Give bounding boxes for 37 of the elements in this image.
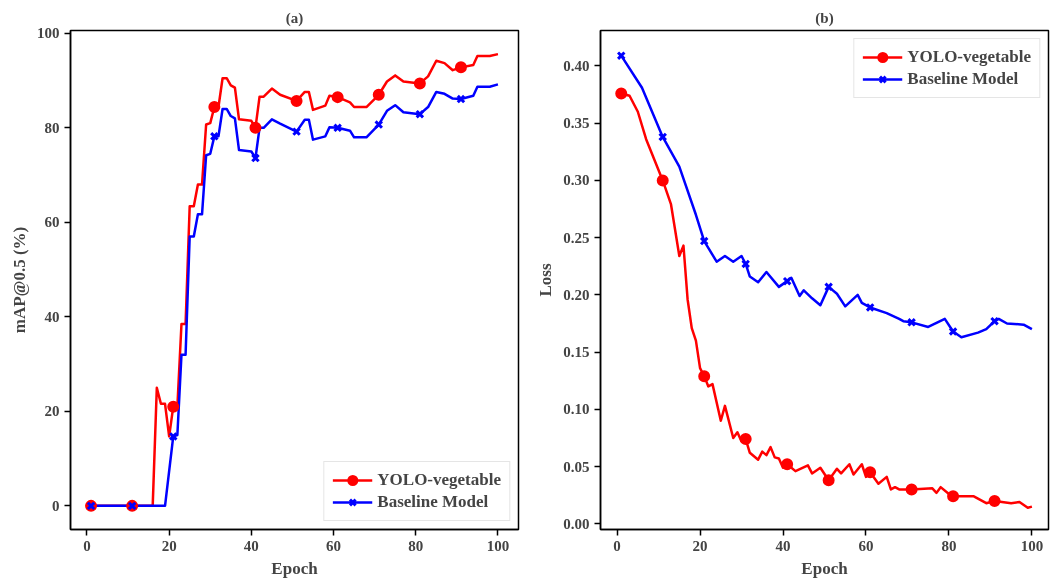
y-tick-label: 0.30 xyxy=(563,172,590,189)
y-tick-label: 0 xyxy=(52,497,60,514)
chart-title: (b) xyxy=(815,9,834,27)
chart-title: (a) xyxy=(285,9,304,27)
y-tick-label: 0.25 xyxy=(563,229,590,246)
x-axis-title: Epoch xyxy=(801,558,849,578)
x-tick-label: 40 xyxy=(243,537,259,554)
legend-label: Baseline Model xyxy=(907,69,1019,89)
y-tick-label: 0.05 xyxy=(563,458,590,475)
y-tick-label: 100 xyxy=(37,25,60,42)
x-tick-label: 80 xyxy=(941,537,957,554)
y-axis-title: Loss xyxy=(536,263,556,297)
y-tick-label: 80 xyxy=(44,119,60,136)
x-tick-label: 60 xyxy=(858,537,874,554)
x-tick-label: 20 xyxy=(161,537,177,554)
x-tick-label: 40 xyxy=(775,537,791,554)
y-tick-label: 0.15 xyxy=(563,344,590,361)
legend-label: YOLO-vegetable xyxy=(377,470,501,490)
x-tick-label: 60 xyxy=(326,537,342,554)
x-tick-label: 20 xyxy=(692,537,708,554)
y-tick-label: 0.35 xyxy=(563,115,590,132)
y-tick-label: 40 xyxy=(44,308,60,325)
y-axis-title: mAP@0.5 (%) xyxy=(10,226,29,334)
x-tick-label: 100 xyxy=(1020,537,1044,554)
x-tick-label: 0 xyxy=(83,537,91,554)
y-tick-label: 0.00 xyxy=(563,515,590,532)
y-tick-label: 0.40 xyxy=(563,57,590,74)
x-tick-label: 80 xyxy=(408,537,424,554)
x-axis-title: Epoch xyxy=(271,558,319,578)
y-tick-label: 20 xyxy=(44,403,60,420)
x-tick-label: 0 xyxy=(613,537,621,554)
y-tick-label: 60 xyxy=(44,214,60,231)
x-tick-label: 100 xyxy=(486,537,510,554)
y-tick-label: 0.20 xyxy=(563,286,590,303)
y-tick-label: 0.10 xyxy=(563,401,590,418)
legend-label: YOLO-vegetable xyxy=(907,47,1031,67)
legend-label: Baseline Model xyxy=(377,492,489,512)
